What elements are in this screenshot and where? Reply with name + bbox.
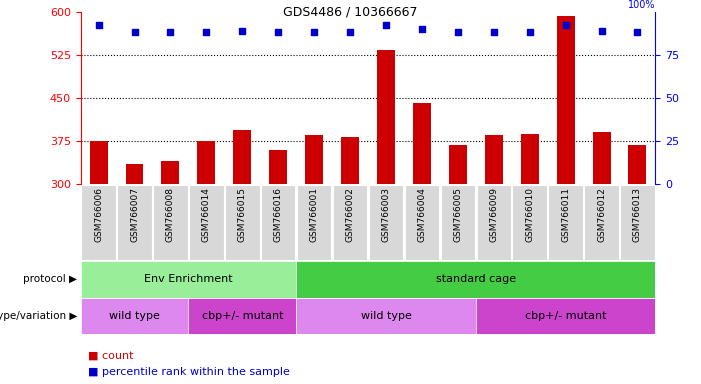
Text: GSM766008: GSM766008 (166, 187, 175, 242)
Bar (341, 137, 359, 184)
Point (381, 22, 392, 28)
Text: GSM766010: GSM766010 (525, 187, 534, 242)
Point (165, 29, 176, 35)
Point (632, 29, 643, 35)
Text: wild type: wild type (360, 311, 411, 321)
Bar (548, 185, 583, 260)
Bar (189, 185, 224, 260)
Point (344, 29, 355, 35)
Bar (189, 298, 297, 334)
Text: GSM766006: GSM766006 (94, 187, 103, 242)
Bar (485, 136, 503, 184)
Text: GSM766012: GSM766012 (597, 187, 606, 242)
Text: GSM766007: GSM766007 (130, 187, 139, 242)
Text: cbp+/- mutant: cbp+/- mutant (201, 311, 283, 321)
Bar (198, 141, 215, 184)
Bar (233, 130, 251, 184)
Bar (620, 185, 655, 260)
Point (237, 27, 248, 33)
Text: GSM766001: GSM766001 (310, 187, 319, 242)
Point (560, 22, 571, 28)
Bar (404, 185, 439, 260)
Text: GSM766004: GSM766004 (417, 187, 426, 242)
Bar (441, 185, 475, 260)
Bar (333, 185, 367, 260)
Bar (305, 136, 323, 184)
Text: GSM766013: GSM766013 (633, 187, 642, 242)
Point (308, 29, 320, 35)
Point (488, 29, 499, 35)
Bar (557, 15, 575, 184)
Text: standard cage: standard cage (436, 274, 516, 285)
Bar (81, 298, 189, 334)
Bar (125, 164, 144, 184)
Bar (369, 185, 403, 260)
Bar (297, 261, 655, 298)
Bar (297, 185, 332, 260)
Text: GSM766003: GSM766003 (381, 187, 390, 242)
Bar (477, 185, 511, 260)
Bar (225, 185, 259, 260)
Text: GDS4486 / 10366667: GDS4486 / 10366667 (283, 6, 418, 19)
Bar (117, 185, 151, 260)
Point (200, 29, 212, 35)
Bar (90, 141, 107, 184)
Text: 100%: 100% (628, 0, 655, 10)
Text: GSM766011: GSM766011 (561, 187, 570, 242)
Text: GSM766015: GSM766015 (238, 187, 247, 242)
Text: GSM766014: GSM766014 (202, 187, 211, 242)
Bar (297, 298, 476, 334)
Point (273, 29, 284, 35)
Point (416, 26, 428, 32)
Bar (161, 161, 179, 184)
Text: wild type: wild type (109, 311, 160, 321)
Text: protocol ▶: protocol ▶ (23, 274, 77, 285)
Bar (629, 145, 646, 184)
Bar (81, 261, 297, 298)
Bar (413, 103, 431, 184)
Bar (512, 185, 547, 260)
Text: ■ count: ■ count (88, 350, 133, 360)
Bar (449, 145, 467, 184)
Text: cbp+/- mutant: cbp+/- mutant (525, 311, 606, 321)
Text: Env Enrichment: Env Enrichment (144, 274, 233, 285)
Text: genotype/variation ▶: genotype/variation ▶ (0, 311, 77, 321)
Text: GSM766016: GSM766016 (273, 187, 283, 242)
Point (93, 22, 104, 28)
Text: GSM766002: GSM766002 (346, 187, 355, 242)
Point (452, 29, 463, 35)
Bar (592, 132, 611, 184)
Bar (476, 298, 655, 334)
Point (524, 29, 536, 35)
Point (596, 27, 607, 33)
Bar (521, 134, 538, 184)
Bar (269, 150, 287, 184)
Bar (377, 50, 395, 184)
Text: GSM766005: GSM766005 (454, 187, 463, 242)
Text: GSM766009: GSM766009 (489, 187, 498, 242)
Text: ■ percentile rank within the sample: ■ percentile rank within the sample (88, 367, 290, 377)
Bar (81, 185, 116, 260)
Bar (154, 185, 188, 260)
Bar (261, 185, 295, 260)
Bar (585, 185, 619, 260)
Point (129, 29, 140, 35)
